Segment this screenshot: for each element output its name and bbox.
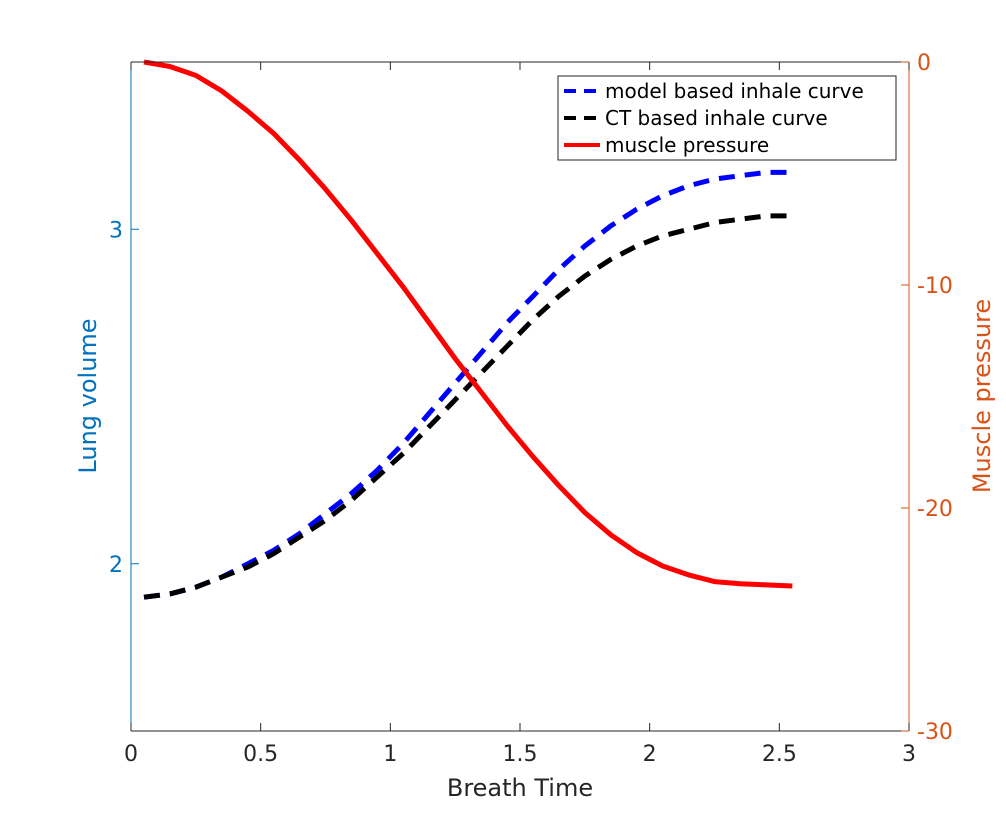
x-tick-label: 3 [902,742,916,767]
x-tick-label: 0.5 [243,742,278,767]
x-axis-title: Breath Time [447,774,593,802]
y-right-tick-label: 0 [917,51,931,76]
legend-box [557,75,897,161]
series-line-0 [143,169,793,600]
legend-label-model: model based inhale curve [605,79,864,103]
legend-label-ct: CT based inhale curve [605,106,828,130]
y-left-tick-label: 3 [109,218,123,243]
x-tick-label: 2.5 [762,742,797,767]
x-tick-label: 1 [383,742,397,767]
series-layer [143,59,793,600]
left-axis-title: Lung volume [74,318,102,473]
y-right-tick-label: -20 [917,497,953,522]
x-tick-label: 2 [643,742,657,767]
legend-label-pressure: muscle pressure [605,133,769,157]
right-axis-title: Muscle pressure [968,299,996,493]
series-line-2 [143,59,793,589]
legend: model based inhale curve CT based inhale… [557,75,897,161]
y-right-tick-label: -10 [917,274,953,299]
x-tick-label: 1.5 [503,742,538,767]
y-right-tick-label: -30 [917,720,953,745]
x-tick-label: 0 [124,742,138,767]
y-left-tick-label: 2 [109,553,123,578]
series-line-1 [143,213,793,600]
ticks-layer: 0 0.5 1 1.5 2 2.5 3 2 3 0 -10 -20 -30 [109,51,953,767]
